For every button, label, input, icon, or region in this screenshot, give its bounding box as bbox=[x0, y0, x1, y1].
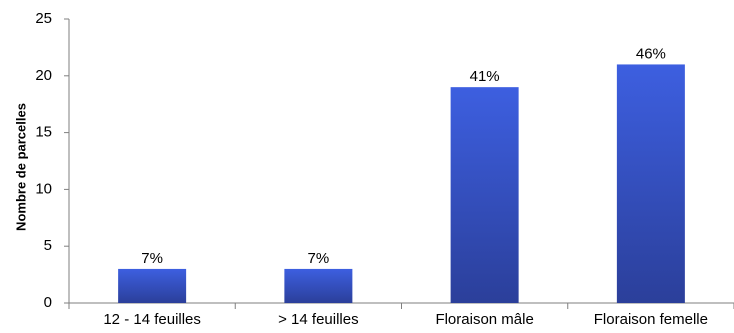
y-axis-title: Nombre de parcelles bbox=[13, 103, 28, 231]
bar bbox=[284, 268, 353, 303]
y-tick-label: 25 bbox=[35, 10, 52, 27]
x-category-label: Floraison femelle bbox=[594, 311, 708, 328]
bar bbox=[450, 87, 519, 303]
y-tick-label: 0 bbox=[44, 294, 52, 311]
bar-data-label: 41% bbox=[470, 68, 500, 85]
bars-group: 7% 7% 41% 46% bbox=[118, 45, 685, 303]
bar bbox=[616, 64, 685, 303]
x-category-label: > 14 feuilles bbox=[278, 311, 358, 328]
bar-data-label: 7% bbox=[308, 250, 330, 267]
bar-data-label: 7% bbox=[141, 250, 163, 267]
bar-data-label: 46% bbox=[636, 45, 666, 62]
y-axis: 0 5 10 15 20 25 bbox=[35, 10, 70, 311]
x-category-label: Floraison mâle bbox=[435, 311, 533, 328]
y-tick-label: 5 bbox=[44, 237, 52, 254]
x-category-label: 12 - 14 feuilles bbox=[103, 311, 201, 328]
y-tick-label: 10 bbox=[35, 180, 52, 197]
x-axis: 12 - 14 feuilles > 14 feuilles Floraison m… bbox=[68, 302, 734, 328]
y-tick-label: 20 bbox=[35, 67, 52, 84]
bar bbox=[118, 268, 187, 303]
y-tick-label: 15 bbox=[35, 124, 52, 141]
